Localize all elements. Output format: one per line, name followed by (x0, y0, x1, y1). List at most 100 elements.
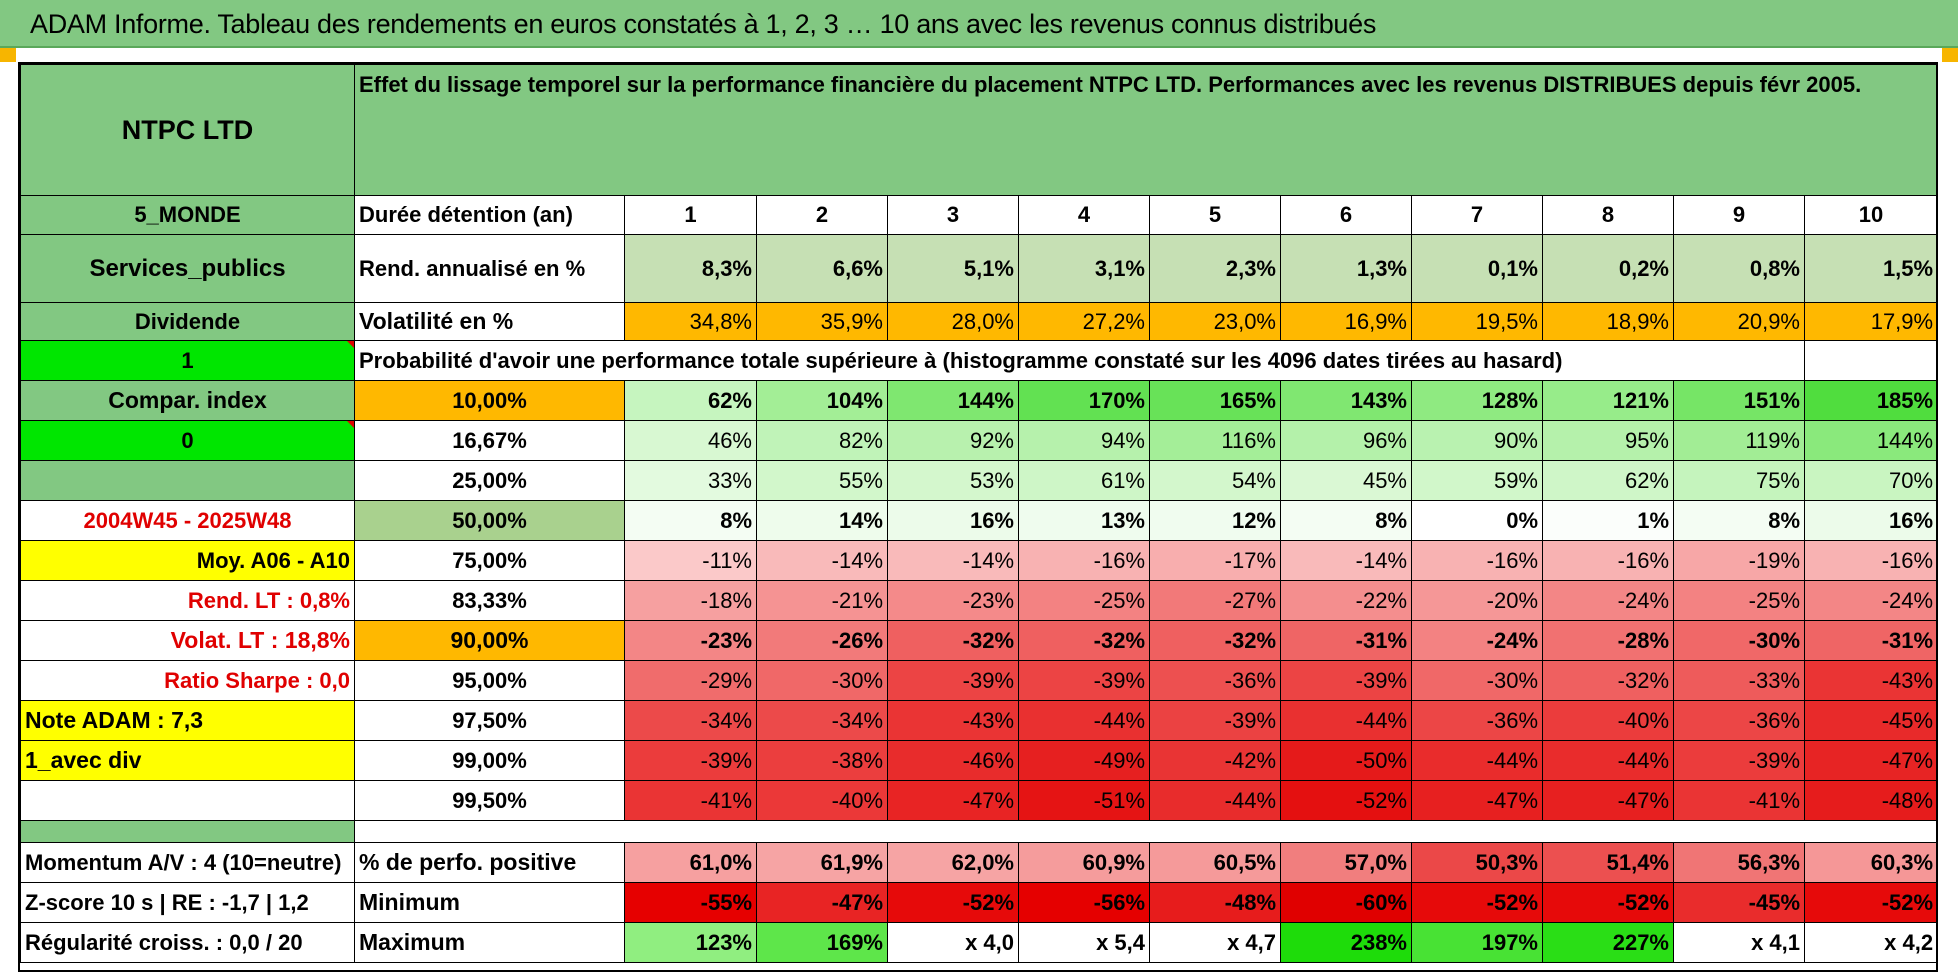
positive-row: Momentum A/V : 4 (10=neutre) % de perfo.… (20, 842, 1936, 883)
percentile-label: 99,00% (354, 740, 625, 781)
duration-header: 5 (1149, 195, 1281, 235)
percentile-cell: 104% (756, 380, 888, 421)
percentile-cell: -22% (1280, 580, 1412, 621)
sharpe-label: Ratio Sharpe : 0,0 (20, 660, 355, 701)
percentile-cell: -41% (624, 780, 757, 821)
positive-cell: 62,0% (887, 842, 1019, 883)
rendement-cell: 6,6% (756, 234, 888, 303)
percentile-row: 25,00% 33% 55% 53% 61% 54% 45% 59% 62% 7… (20, 460, 1936, 501)
percentile-cell: 12% (1149, 500, 1281, 541)
maximum-cell: 238% (1280, 922, 1412, 963)
percentile-cell: 59% (1411, 460, 1543, 501)
minimum-cell: -52% (887, 882, 1019, 923)
regularite-label: Régularité croiss. : 0,0 / 20 (20, 922, 355, 963)
percentile-row: 2004W45 - 2025W48 50,00% 8% 14% 16% 13% … (20, 500, 1936, 541)
positive-cell: 57,0% (1280, 842, 1412, 883)
percentile-cell: -26% (756, 620, 888, 661)
percentile-cell: 53% (887, 460, 1019, 501)
percentile-cell: -23% (887, 580, 1019, 621)
percentile-cell: 70% (1803, 460, 1936, 501)
duration-header: 1 (624, 195, 757, 235)
sector-label: Services_publics (20, 234, 355, 303)
percentile-cell: -28% (1542, 620, 1674, 661)
returns-table-frame: NTPC LTD Effet du lissage temporel sur l… (18, 62, 1938, 972)
percentile-cell: -44% (1149, 780, 1281, 821)
description-text: Effet du lissage temporel sur la perform… (353, 64, 1936, 196)
percentile-cell: -32% (1542, 660, 1674, 701)
percentile-cell: 82% (756, 420, 888, 461)
positive-cell: 56,3% (1673, 842, 1805, 883)
positive-cell: 61,0% (624, 842, 757, 883)
percentile-cell: -47% (1411, 780, 1543, 821)
rendement-label: Rend. annualisé en % (354, 234, 625, 303)
percentile-cell: 8% (624, 500, 757, 541)
percentile-cell: -38% (756, 740, 888, 781)
percentile-cell: -39% (1673, 740, 1805, 781)
returns-table: NTPC LTD Effet du lissage temporel sur l… (20, 64, 1936, 963)
percentile-cell: -16% (1542, 540, 1674, 581)
duration-header: 4 (1018, 195, 1150, 235)
rendement-row: Services_publics Rend. annualisé en % 8,… (20, 234, 1936, 303)
percentile-cell: -36% (1673, 700, 1805, 741)
maximum-cell: 227% (1542, 922, 1674, 963)
percentile-cell: -14% (1280, 540, 1412, 581)
percentile-cell: 46% (624, 420, 757, 461)
percentile-cell: 170% (1018, 380, 1150, 421)
percentile-label: 90,00% (354, 620, 625, 661)
percentile-cell: -30% (1411, 660, 1543, 701)
duration-row: 5_MONDE Durée détention (an) 1 2 3 4 5 6… (20, 195, 1936, 235)
percentile-cell: -44% (1542, 740, 1674, 781)
empty-cell (1673, 340, 1805, 381)
duration-header: 3 (887, 195, 1019, 235)
percentile-cell: 165% (1149, 380, 1281, 421)
percentile-cell: 0% (1411, 500, 1543, 541)
percentile-label: 75,00% (354, 540, 625, 581)
percentile-row: 0 16,67% 46% 82% 92% 94% 116% 96% 90% 95… (20, 420, 1936, 461)
percentile-cell: -16% (1803, 540, 1936, 581)
volatilite-cell: 27,2% (1018, 302, 1150, 341)
percentile-cell: -51% (1018, 780, 1150, 821)
rendement-cell: 2,3% (1149, 234, 1281, 303)
percentile-cell: -20% (1411, 580, 1543, 621)
minimum-cell: -60% (1280, 882, 1412, 923)
title-banner: ADAM Informe. Tableau des rendements en … (0, 0, 1958, 48)
flag-zero[interactable]: 0 (20, 420, 355, 461)
percentile-cell: 121% (1542, 380, 1674, 421)
rendement-cell: 1,3% (1280, 234, 1412, 303)
flag-one-value: 1 (181, 347, 194, 373)
volatilite-cell: 34,8% (624, 302, 757, 341)
duration-header: 8 (1542, 195, 1674, 235)
volatilite-row: Dividende Volatilité en % 34,8% 35,9% 28… (20, 302, 1936, 341)
minimum-label: Minimum (354, 882, 625, 923)
percentile-cell: -34% (624, 700, 757, 741)
flag-one[interactable]: 1 (20, 340, 355, 381)
percentile-label: 50,00% (354, 500, 625, 541)
momentum-label: Momentum A/V : 4 (10=neutre) (20, 842, 355, 883)
corner-marker-left (0, 48, 16, 62)
percentile-cell: -42% (1149, 740, 1281, 781)
percentile-cell: 61% (1018, 460, 1150, 501)
rendement-cell: 0,2% (1542, 234, 1674, 303)
percentile-cell: -40% (1542, 700, 1674, 741)
minimum-cell: -52% (1411, 882, 1543, 923)
separator-green (20, 820, 355, 843)
percentile-cell: -30% (1673, 620, 1805, 661)
volatilite-cell: 28,0% (887, 302, 1019, 341)
percentile-cell: -19% (1673, 540, 1805, 581)
minimum-cell: -52% (1542, 882, 1674, 923)
percentile-cell: -29% (624, 660, 757, 701)
description-row: NTPC LTD Effet du lissage temporel sur l… (20, 64, 1936, 196)
rend-lt-label: Rend. LT : 0,8% (20, 580, 355, 621)
maximum-cell: x 4,1 (1673, 922, 1805, 963)
percentile-row: Ratio Sharpe : 0,0 95,00% -29% -30% -39%… (20, 660, 1936, 701)
duration-label: Durée détention (an) (354, 195, 625, 235)
asset-name: NTPC LTD (20, 64, 355, 196)
percentile-cell: 75% (1673, 460, 1805, 501)
volatilite-cell: 19,5% (1411, 302, 1543, 341)
percentile-cell: -14% (887, 540, 1019, 581)
minimum-cell: -56% (1018, 882, 1150, 923)
percentile-cell: 55% (756, 460, 888, 501)
note-adam-label: Note ADAM : 7,3 (20, 700, 355, 741)
duration-header: 2 (756, 195, 888, 235)
empty-cell (1803, 340, 1936, 381)
